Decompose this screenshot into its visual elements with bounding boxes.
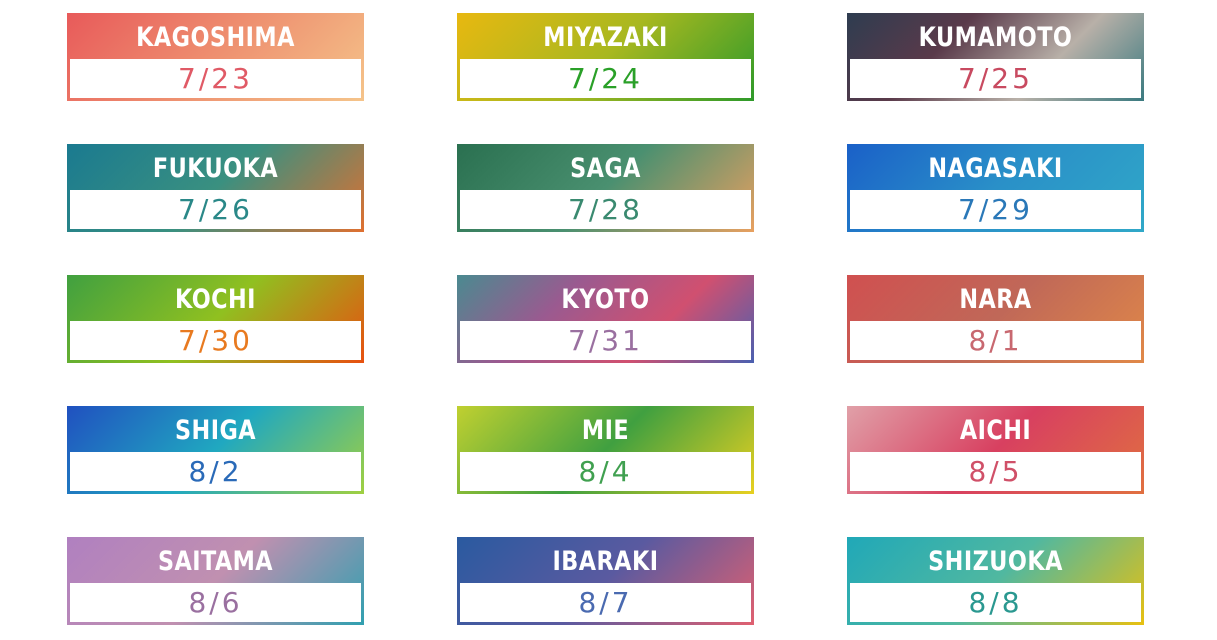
city-name: NARA xyxy=(959,284,1032,315)
event-date: 8/2 xyxy=(70,452,361,491)
city-date-card: MIYAZAKI 7/24 xyxy=(457,13,754,101)
event-date: 7/24 xyxy=(460,59,751,98)
event-date: 7/23 xyxy=(70,59,361,98)
city-name: IBARAKI xyxy=(552,546,659,577)
city-date-card: AICHI 8/5 xyxy=(847,406,1144,494)
event-date: 8/4 xyxy=(460,452,751,491)
city-date-card: SHIZUOKA 8/8 xyxy=(847,537,1144,625)
city-date-card: NARA 8/1 xyxy=(847,275,1144,363)
event-date: 7/26 xyxy=(70,190,361,229)
event-date: 8/6 xyxy=(70,583,361,622)
city-date-card: SAITAMA 8/6 xyxy=(67,537,364,625)
city-name: MIYAZAKI xyxy=(543,22,668,53)
city-name: KYOTO xyxy=(561,284,650,315)
event-date: 7/30 xyxy=(70,321,361,360)
city-date-card: KOCHI 7/30 xyxy=(67,275,364,363)
city-name: AICHI xyxy=(959,415,1032,446)
city-name: SHIZUOKA xyxy=(928,546,1063,577)
event-date: 7/31 xyxy=(460,321,751,360)
event-date: 8/7 xyxy=(460,583,751,622)
city-date-card: KUMAMOTO 7/25 xyxy=(847,13,1144,101)
city-name: FUKUOKA xyxy=(152,153,279,184)
event-date: 8/1 xyxy=(850,321,1141,360)
city-date-card: KYOTO 7/31 xyxy=(457,275,754,363)
city-date-card: NAGASAKI 7/29 xyxy=(847,144,1144,232)
city-date-card: KAGOSHIMA 7/23 xyxy=(67,13,364,101)
city-date-card: IBARAKI 8/7 xyxy=(457,537,754,625)
city-name: SAGA xyxy=(570,153,641,184)
city-date-card: FUKUOKA 7/26 xyxy=(67,144,364,232)
event-date: 7/28 xyxy=(460,190,751,229)
city-name: SAITAMA xyxy=(157,546,274,577)
event-date: 8/5 xyxy=(850,452,1141,491)
event-date: 8/8 xyxy=(850,583,1141,622)
city-name: KUMAMOTO xyxy=(918,22,1073,53)
city-date-card: SAGA 7/28 xyxy=(457,144,754,232)
event-date: 7/29 xyxy=(850,190,1141,229)
city-name: KOCHI xyxy=(175,284,256,315)
city-date-card: MIE 8/4 xyxy=(457,406,754,494)
city-name: NAGASAKI xyxy=(928,153,1063,184)
city-name: MIE xyxy=(581,415,630,446)
event-date: 7/25 xyxy=(850,59,1141,98)
city-date-card: SHIGA 8/2 xyxy=(67,406,364,494)
city-name: SHIGA xyxy=(174,415,257,446)
city-name: KAGOSHIMA xyxy=(136,22,295,53)
